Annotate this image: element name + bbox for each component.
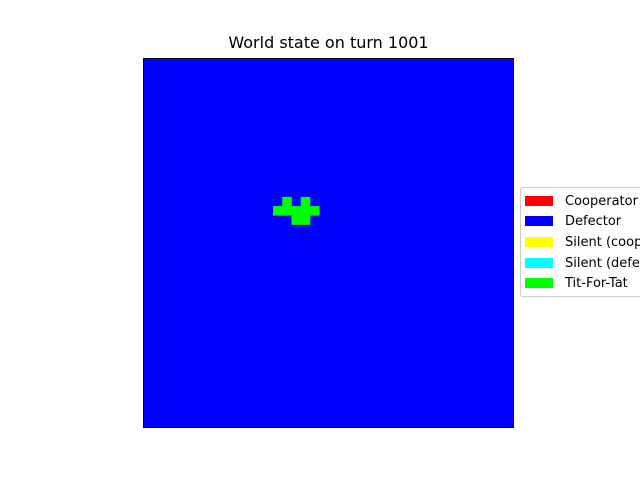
- heatmap-cell: [273, 206, 283, 216]
- heatmap-cell: [300, 196, 311, 207]
- legend-label-cooperator: Cooperator: [565, 193, 638, 209]
- plot-area: [143, 58, 514, 428]
- legend-swatch-silent-cooperator: [525, 237, 553, 247]
- heatmap-cell: [291, 206, 302, 216]
- legend-label-tit-for-tat: Tit-For-Tat: [565, 275, 628, 291]
- heatmap-background: [143, 58, 514, 428]
- heatmap-cell: [291, 215, 302, 225]
- heatmap-cell: [282, 196, 292, 207]
- legend-swatch-tit-for-tat: [525, 278, 553, 288]
- legend-entry-tit-for-tat: Tit-For-Tat: [525, 274, 628, 292]
- legend-swatch-cooperator: [525, 196, 553, 206]
- heatmap-cell: [300, 215, 311, 225]
- heatmap-cell: [282, 206, 292, 216]
- legend-swatch-defector: [525, 216, 553, 226]
- heatmap-cell: [300, 206, 311, 216]
- chart-title: World state on turn 1001: [228, 33, 429, 52]
- legend-label-defector: Defector: [565, 213, 622, 229]
- legend: Cooperator Defector Silent (cooperator) …: [520, 187, 640, 297]
- legend-entry-silent-cooperator: Silent (cooperator): [525, 233, 640, 251]
- legend-entry-defector: Defector: [525, 212, 621, 230]
- legend-entry-silent-defector: Silent (defector): [525, 254, 640, 272]
- plot-frame: [143, 58, 514, 428]
- legend-label-silent-cooperator: Silent (cooperator): [565, 234, 640, 250]
- legend-swatch-silent-defector: [525, 258, 553, 268]
- heatmap-cell: [310, 206, 320, 216]
- legend-entry-cooperator: Cooperator: [525, 192, 638, 210]
- legend-label-silent-defector: Silent (defector): [565, 255, 640, 271]
